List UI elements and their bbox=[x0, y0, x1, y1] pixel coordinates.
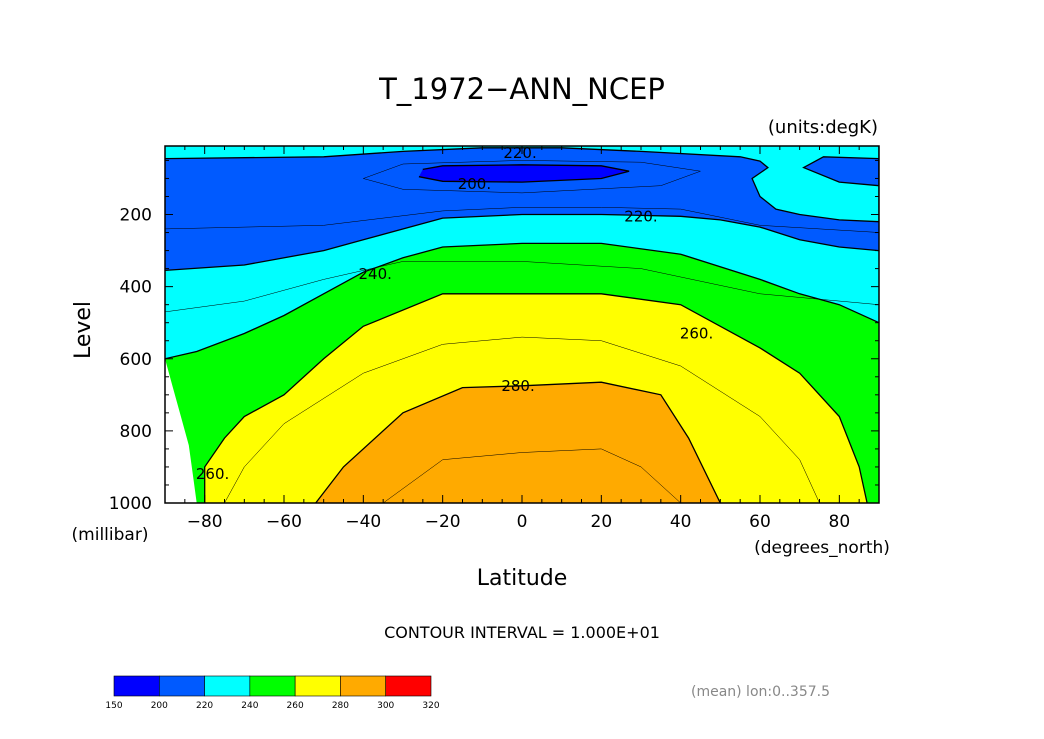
band-below-200 bbox=[418, 164, 630, 183]
colorbar-label: 150 bbox=[105, 701, 122, 711]
contour-label: 200. bbox=[458, 175, 491, 193]
colorbar-label: 200 bbox=[151, 701, 168, 711]
contour-line-c240 bbox=[165, 242, 879, 360]
band-220-240-upper bbox=[165, 146, 879, 222]
x-tick-label: 40 bbox=[670, 512, 692, 532]
contour-label: 280. bbox=[501, 377, 534, 395]
colorbar bbox=[113, 675, 432, 697]
colorbar-label: 300 bbox=[377, 701, 394, 711]
band-280-300 bbox=[315, 382, 721, 503]
contour-line-c230 bbox=[165, 207, 879, 233]
colorbar-swatch bbox=[385, 675, 432, 697]
contour-line-c220_mid bbox=[165, 213, 879, 272]
contour-line-c250 bbox=[165, 261, 879, 313]
x-tick-label: −80 bbox=[187, 512, 223, 532]
footnote: (mean) lon:0..357.5 bbox=[691, 684, 830, 700]
colorbar-label: 240 bbox=[241, 701, 258, 711]
colorbar-swatch bbox=[158, 675, 205, 697]
x-tick-label: 60 bbox=[749, 512, 771, 532]
x-tick-labels: −80 −60 −40 −20 0 20 40 60 80 bbox=[187, 512, 850, 532]
contour-line-c220-right bbox=[802, 156, 879, 187]
y-units: (millibar) bbox=[72, 525, 149, 545]
colorbar-label: 220 bbox=[196, 701, 213, 711]
y-tick-label: 800 bbox=[120, 422, 152, 442]
x-units: (degrees_north) bbox=[754, 538, 890, 558]
band-200-220-right bbox=[803, 156, 879, 186]
contour-line-c290 bbox=[383, 448, 681, 503]
units-label: (units:degK) bbox=[768, 117, 878, 138]
contour-interval-text: CONTOUR INTERVAL = 1.000E+01 bbox=[384, 623, 660, 642]
contour-line-c270 bbox=[224, 336, 820, 503]
contour-line-c200 bbox=[418, 164, 630, 183]
contour-line-c210 bbox=[362, 160, 701, 194]
colorbar-swatch bbox=[113, 675, 160, 697]
y-tick-labels: 200 400 600 800 1000 bbox=[109, 206, 152, 514]
y-tick-label: 1000 bbox=[109, 494, 152, 514]
colorbar-swatch bbox=[249, 675, 296, 697]
y-tick-label: 200 bbox=[120, 206, 152, 226]
contour-labels: 220. 200. 220. 240. 260. 280. 260. bbox=[196, 144, 713, 483]
x-tick-label: 80 bbox=[829, 512, 851, 532]
chart-title: T_1972−ANN_NCEP bbox=[378, 72, 665, 106]
x-tick-label: −60 bbox=[266, 512, 302, 532]
colorbar-labels: 150 200 220 240 260 280 300 320 bbox=[105, 701, 439, 711]
colorbar-label: 280 bbox=[332, 701, 349, 711]
contour-label: 260. bbox=[680, 325, 713, 343]
missing-data-region bbox=[165, 358, 197, 503]
x-tick-label: −40 bbox=[345, 512, 381, 532]
y-tick-label: 400 bbox=[120, 278, 152, 298]
x-axis-label: Latitude bbox=[477, 566, 568, 591]
contour-fills bbox=[165, 146, 879, 503]
contour-label: 240. bbox=[359, 265, 392, 283]
colorbar-label: 260 bbox=[287, 701, 304, 711]
contour-label: 260. bbox=[196, 465, 229, 483]
colorbar-swatch bbox=[294, 675, 341, 697]
contour-line-c280 bbox=[315, 381, 721, 503]
y-tick-label: 600 bbox=[120, 350, 152, 370]
contour-line-c260 bbox=[204, 293, 868, 503]
colorbar-swatch bbox=[340, 675, 387, 697]
colorbar-label: 320 bbox=[422, 701, 439, 711]
axis-ticks bbox=[164, 146, 880, 504]
x-tick-label: −20 bbox=[425, 512, 461, 532]
contour-label: 220. bbox=[503, 144, 536, 162]
colorbar-swatch bbox=[204, 675, 251, 697]
x-tick-label: 0 bbox=[517, 512, 528, 532]
contour-label: 220. bbox=[624, 207, 657, 225]
plot-area bbox=[165, 146, 879, 503]
y-axis-label: Level bbox=[71, 301, 96, 359]
x-tick-label: 20 bbox=[591, 512, 613, 532]
